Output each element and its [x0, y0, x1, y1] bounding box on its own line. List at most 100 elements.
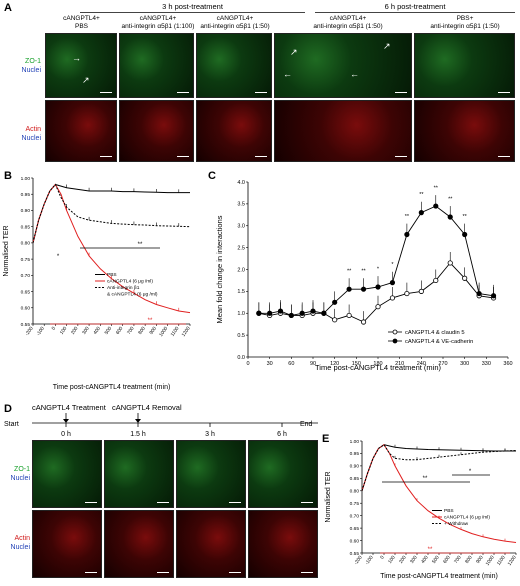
- data-point-1: [404, 231, 410, 238]
- x-tick-label: 500: [431, 554, 441, 564]
- micrograph-zo1-col5: [414, 33, 515, 98]
- treatment-arrowhead-icon: [63, 419, 69, 423]
- y-tick-label: 1.00: [21, 176, 31, 182]
- removal-label: cANGPTL4 Removal: [112, 403, 182, 412]
- row-label-d-actin: Actin Nuclei: [2, 535, 30, 552]
- x-tick-label: -200: [353, 554, 364, 566]
- arrow-icon: ↗: [82, 75, 90, 85]
- data-point-1: [288, 312, 294, 319]
- x-axis-label: Time post-cANGPTL4 treatment (min): [53, 384, 171, 391]
- y-tick-label: 0.80: [350, 489, 360, 495]
- data-point-1: [447, 214, 453, 220]
- x-tick-label: 200: [398, 554, 408, 564]
- scale-bar: [157, 571, 169, 573]
- data-point-0: [433, 277, 439, 284]
- x-tick-label: 60: [288, 361, 294, 367]
- scale-bar: [85, 501, 97, 503]
- y-tick-label: 0.75: [350, 501, 360, 507]
- y-tick-label: 2.5: [237, 245, 245, 251]
- timepoint-label-3: 6 h: [277, 431, 287, 438]
- significance-mark-0: *: [469, 469, 472, 475]
- y-tick-label: 0.90: [350, 464, 360, 470]
- y-tick-label: 0.95: [21, 192, 31, 198]
- y-tick-label: 0.80: [21, 241, 31, 247]
- data-point-1: [346, 286, 352, 292]
- legend-label-3: & cANGPTL4 (6 μg /ml): [107, 292, 158, 298]
- x-tick-label: 210: [395, 361, 404, 367]
- legend-label-0: cANGPTL4 & claudin 5: [405, 330, 465, 336]
- chart-e-svg: -200 -100 0 100 200 300 400 500 600 700 800 900 1000…: [325, 439, 518, 580]
- chart-b-svg: -200 -100 0 100 200 300 400 500 600 700 800 900 1000…: [3, 176, 192, 391]
- x-tick-label: 300: [81, 325, 91, 335]
- legend-label-2: Anti-integrin β1: [107, 285, 140, 291]
- x-tick-label: 1000: [158, 325, 169, 337]
- data-point-1: [360, 286, 367, 292]
- micrograph-actin-col4: [274, 100, 412, 162]
- x-tick-label: 1100: [496, 554, 507, 566]
- scale-bar: [177, 91, 189, 93]
- micrograph-d-actin-3h: [176, 510, 246, 578]
- x-tick-label: 900: [475, 554, 485, 564]
- y-tick-label: 0.55: [350, 551, 360, 557]
- chart-b: -200 -100 0 100 200 300 400 500 600 700 800 900 1000…: [0, 172, 195, 394]
- x-tick-label: 1200: [507, 554, 518, 566]
- legend-label-1: cANGPTL4 (6 μg /ml): [444, 515, 490, 521]
- column-header-4: cANGPTL4+ anti-integrin α5β1 (1:50): [288, 15, 408, 30]
- timepoint-label-2: 3 h: [205, 431, 215, 438]
- micrograph-d-zo1-1.5h: [104, 440, 174, 508]
- scale-bar: [395, 91, 407, 93]
- column-header-3: cANGPTL4+ anti-integrin α5β1 (1:50): [195, 15, 275, 30]
- significance-mark-2: **: [428, 547, 433, 553]
- x-tick-label: 700: [453, 554, 463, 564]
- group-title-6h: 6 h post-treatment: [384, 2, 446, 11]
- significance-mark: *: [391, 262, 394, 268]
- data-point-1: [277, 308, 284, 314]
- x-tick-label: 500: [104, 325, 114, 335]
- x-tick-label: 150: [352, 361, 361, 367]
- micrograph-actin-col5: [414, 100, 515, 162]
- micrograph-d-zo1-0h: [32, 440, 102, 508]
- x-tick-label: 1100: [170, 325, 181, 337]
- significance-mark-2: **: [148, 318, 153, 324]
- y-tick-label: 0.85: [21, 224, 31, 230]
- x-tick-label: 600: [442, 554, 452, 564]
- data-point-1: [310, 308, 316, 314]
- column-header-3-line1: cANGPTL4+: [216, 15, 254, 22]
- panel-label-b: B: [4, 170, 12, 182]
- data-point-1: [490, 293, 497, 299]
- legend-swatch-1: [392, 338, 398, 344]
- column-header-5-line2: anti-integrin α5β1 (1:50): [430, 22, 500, 30]
- x-tick-label: 0: [379, 554, 386, 560]
- x-tick-label: 1200: [181, 325, 192, 337]
- scale-bar: [100, 155, 112, 157]
- significance-mark: *: [377, 266, 380, 272]
- x-tick-label: 330: [482, 361, 491, 367]
- y-tick-label: 0.60: [350, 538, 360, 544]
- column-header-5: PBS+ anti-integrin α5β1 (1:50): [410, 15, 520, 30]
- y-tick-label: 1.00: [350, 439, 360, 445]
- data-point-0: [404, 290, 410, 297]
- chart-c-svg: 0 30 60 90 120 150 180 210 240 270 300 330 360 0.0 0.5…: [215, 180, 513, 372]
- column-header-3-line2: anti-integrin α5β1 (1:50): [200, 22, 270, 30]
- data-point-0: [462, 275, 468, 281]
- micrograph-d-zo1-6h: [248, 440, 318, 508]
- x-tick-label: 300: [409, 554, 419, 564]
- significance-mark: **: [448, 196, 453, 202]
- y-tick-label: 0.90: [21, 208, 31, 214]
- y-axis-label: Mean fold change in interactions: [215, 215, 224, 323]
- series-line-0: [32, 183, 190, 244]
- scale-bar: [157, 501, 169, 503]
- column-header-4-line1: cANGPTL4+: [329, 15, 367, 22]
- removal-arrowhead-icon: [135, 419, 141, 423]
- panel-label-a: A: [4, 2, 12, 14]
- x-tick-label: 900: [148, 325, 158, 335]
- micrograph-zo1-col2: [119, 33, 194, 98]
- significance-mark-0: *: [57, 254, 60, 260]
- series-line-1: [361, 443, 517, 543]
- row-label-zo1: ZO-1 Nuclei: [4, 58, 41, 75]
- y-tick-label: 2.0: [237, 267, 245, 273]
- y-tick-label: 0.0: [237, 355, 245, 361]
- scale-bar: [229, 501, 241, 503]
- panel-label-e: E: [322, 433, 330, 445]
- arrow-icon: ←: [350, 69, 359, 79]
